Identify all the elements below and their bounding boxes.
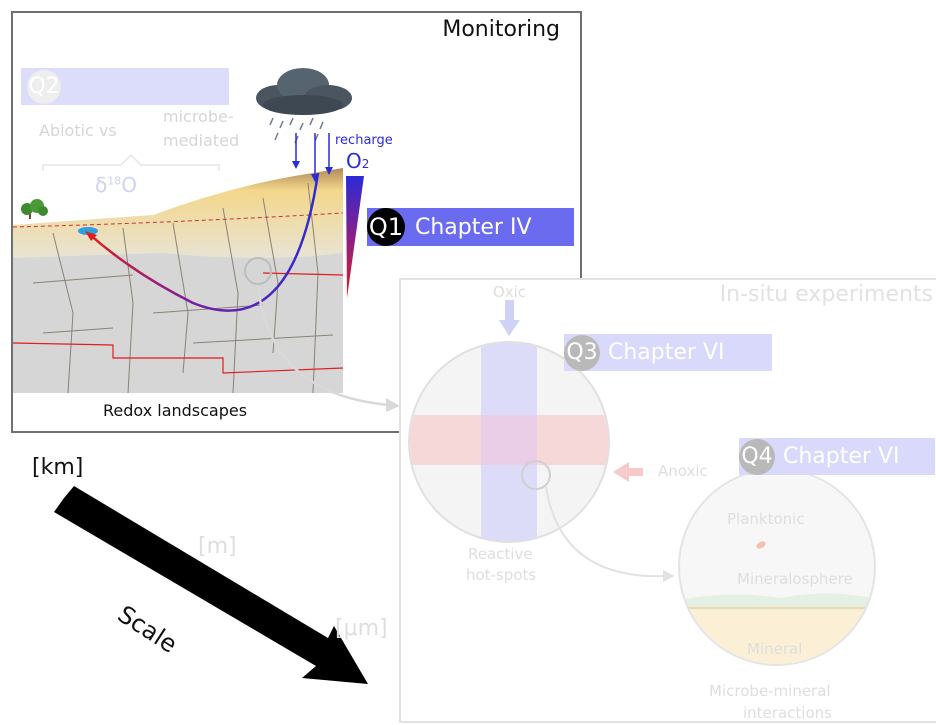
q2-number: Q2	[27, 69, 61, 104]
interactions-label: interactions	[743, 704, 832, 722]
oxic-arrow	[499, 320, 520, 336]
scale-link-arrow	[256, 285, 400, 412]
q2-brace	[42, 153, 220, 171]
anoxic-fractures	[12, 272, 344, 374]
planktonic-label: Planktonic	[727, 510, 805, 528]
q1-tag: Q1 Chapter IV	[367, 208, 574, 246]
microbe-label: microbe-	[163, 107, 234, 126]
reactive-label: Reactive	[468, 545, 533, 563]
q1-number: Q1	[367, 208, 405, 246]
oxic-label: Oxic	[493, 283, 527, 301]
pond	[78, 227, 98, 235]
redox-landscape-illustration	[12, 68, 364, 394]
insitu-panel: In-situ experiments Oxic Anoxic Reactive…	[399, 278, 936, 723]
recharge-label: recharge	[335, 133, 393, 148]
q2-tag: Q2	[21, 68, 229, 105]
delta18o-label: δ18O	[95, 173, 137, 197]
q4-chapter-label: Chapter VI	[783, 444, 900, 469]
q3-number: Q3	[564, 334, 600, 371]
mineralosphere-label: Mineralosphere	[737, 570, 853, 588]
m-label: [m]	[198, 534, 237, 559]
q4-tag: Q4 Chapter VI	[739, 438, 935, 475]
redox-gradient-wedge	[346, 176, 364, 298]
soil-layer	[13, 168, 343, 258]
groundwater-flowpath	[87, 172, 320, 312]
flowpath-arrowhead	[85, 231, 97, 241]
abiotic-vs-label: Abiotic vs	[39, 121, 117, 140]
q4-number: Q4	[739, 438, 775, 475]
biofilm-layer	[680, 593, 874, 610]
insitu-title: In-situ experiments	[719, 282, 933, 307]
mediated-label: mediated	[163, 131, 240, 150]
zoom-circle	[244, 257, 272, 285]
microbe-mineral-label: Microbe-mineral	[709, 682, 831, 700]
scale-arrow	[54, 486, 368, 684]
water-table	[12, 212, 344, 228]
q3-tag: Q3 Chapter VI	[564, 334, 772, 371]
anoxic-arrow	[613, 462, 629, 482]
q1-chapter-label: Chapter IV	[415, 214, 532, 240]
q3-chapter-label: Chapter VI	[608, 340, 725, 365]
anoxic-label: Anoxic	[658, 462, 708, 480]
hotspots-label: hot-spots	[466, 566, 537, 584]
microbe-icon	[756, 541, 766, 549]
mineral-label: Mineral	[747, 640, 803, 658]
zoom-circle-small	[521, 460, 551, 490]
monitoring-title: Monitoring	[442, 17, 560, 42]
recharge-arrows	[295, 133, 330, 176]
cloud-icon	[256, 68, 352, 115]
o2-label: O2	[346, 149, 370, 173]
um-label: [μm]	[335, 616, 388, 641]
trees-icon	[21, 199, 48, 219]
zoom-arrow	[545, 486, 667, 578]
insitu-illustration	[408, 300, 876, 666]
km-label: [km]	[32, 455, 84, 480]
redox-landscapes-caption: Redox landscapes	[103, 401, 248, 420]
